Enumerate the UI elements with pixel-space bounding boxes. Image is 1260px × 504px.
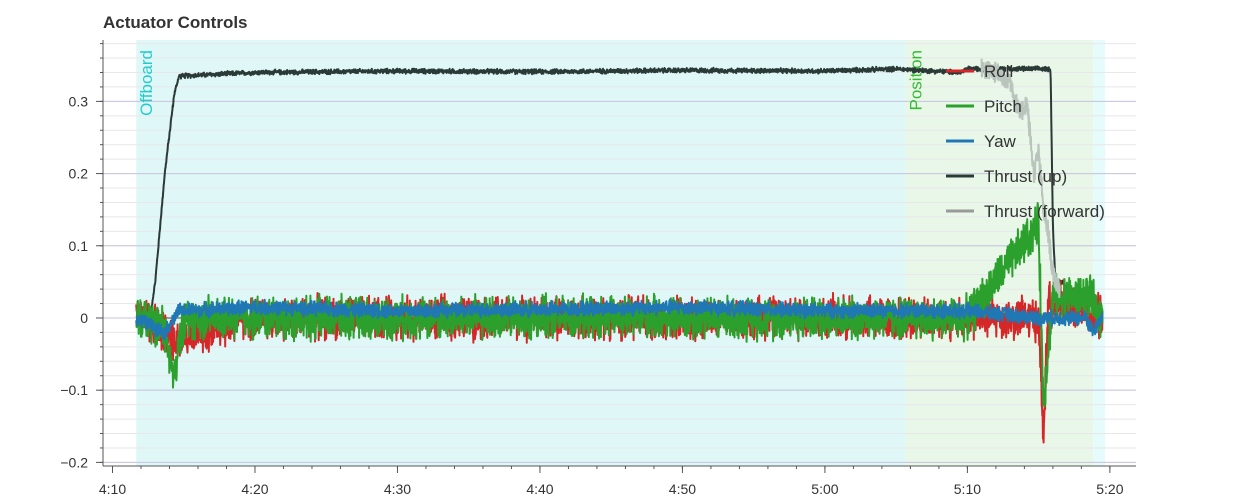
series-thrust-forward-overlay-line: [980, 58, 1061, 298]
legend-label: Thrust (up): [984, 167, 1067, 186]
y-tick-label: 0.1: [69, 238, 89, 254]
x-tick-label: 5:00: [811, 481, 838, 497]
flight-mode-label-position: Position: [907, 50, 926, 110]
y-tick-label: 0.2: [69, 166, 89, 182]
x-tick-label: 4:50: [669, 481, 696, 497]
chart-title: Actuator Controls: [103, 13, 248, 32]
legend-label: Pitch: [984, 97, 1022, 116]
legend-label: Thrust (forward): [984, 202, 1105, 221]
series-yaw-line: [135, 298, 1104, 340]
flight-mode-band-position: [905, 40, 1094, 466]
flight-mode-labels: Offboard Position: [137, 50, 925, 116]
x-tick-label: 4:20: [241, 481, 268, 497]
x-tick-label: 4:30: [384, 481, 411, 497]
y-tick-label: 0.3: [69, 93, 89, 109]
y-tick-label: −0.2: [60, 454, 88, 470]
x-tick-label: 4:10: [99, 481, 126, 497]
flight-mode-bands: [136, 40, 1106, 466]
x-tick-label: 4:40: [526, 481, 553, 497]
series-pitch-line: [135, 202, 1104, 408]
legend-label: Roll: [984, 62, 1013, 81]
axes: −0.2 −0.1 0 0.1 0.2 0.3 4:10 4:20 4:30 4:40 4:50 5:…: [60, 40, 1136, 497]
series-thrust-up-line: [135, 65, 1104, 322]
y-tick-label: −0.1: [60, 382, 88, 398]
flight-mode-band-unnamed: [1093, 40, 1106, 466]
y-tick-label: 0: [80, 310, 88, 326]
series-layer: [135, 58, 1104, 444]
flight-mode-band-offboard: [136, 40, 906, 466]
x-tick-label: 5:20: [1096, 481, 1123, 497]
flight-mode-label-offboard: Offboard: [137, 50, 156, 116]
legend[interactable]: Roll Pitch Yaw Thrust (up) Thrust (forward): [946, 62, 1105, 221]
legend-label: Yaw: [984, 132, 1017, 151]
x-tick-label: 5:10: [954, 481, 981, 497]
